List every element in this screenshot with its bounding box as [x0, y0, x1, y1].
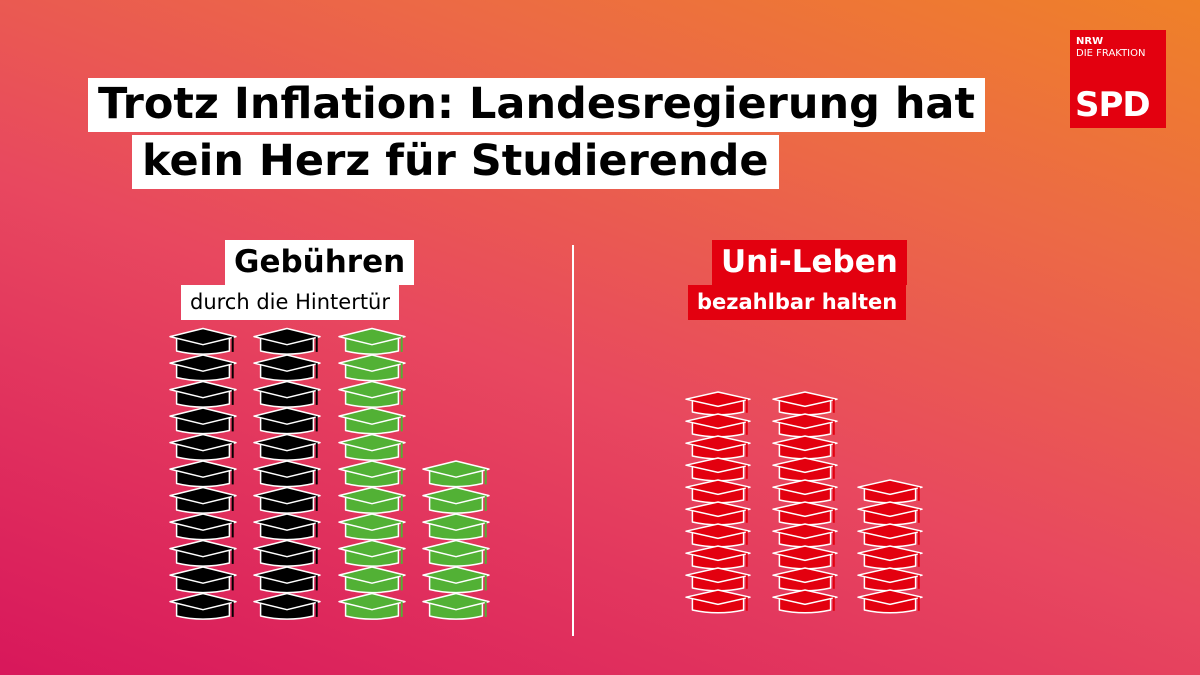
cap-board	[772, 589, 838, 606]
cap-board	[772, 435, 838, 452]
cap-board	[338, 460, 406, 478]
cap-board	[422, 539, 490, 558]
cap-board	[338, 380, 406, 399]
left-subheading: durch die Hintertür	[181, 285, 400, 320]
cap-board	[253, 354, 321, 372]
cap-board	[338, 407, 406, 425]
cap-board	[253, 433, 321, 452]
cap-board	[169, 486, 237, 505]
cap-board	[169, 407, 237, 425]
cap-board	[422, 566, 490, 584]
cap-board	[685, 435, 751, 452]
cap-board	[253, 327, 321, 346]
cap-board	[253, 513, 321, 531]
cap-board	[169, 539, 237, 558]
cap-board	[253, 407, 321, 425]
cap-board	[422, 460, 490, 478]
cap-board	[422, 513, 490, 531]
logo-brand: SPD	[1075, 85, 1151, 125]
cap-board	[169, 566, 237, 584]
cap-board	[169, 327, 237, 346]
cap-board	[772, 479, 838, 496]
cap-stack	[772, 391, 838, 614]
cap-board	[772, 567, 838, 584]
cap-board	[253, 380, 321, 399]
cap-board	[338, 592, 406, 611]
cap-board	[772, 501, 838, 518]
right-subheading: bezahlbar halten	[688, 285, 907, 320]
cap-board	[772, 523, 838, 540]
cap-stack	[253, 327, 321, 620]
cap-board	[338, 433, 406, 452]
cap-board	[338, 354, 406, 372]
cap-board	[169, 433, 237, 452]
cap-board	[169, 380, 237, 399]
cap-board	[772, 413, 838, 430]
cap-board	[253, 592, 321, 611]
cap-board	[685, 523, 751, 540]
cap-board	[772, 391, 838, 408]
cap-board	[857, 501, 923, 518]
cap-board	[338, 539, 406, 558]
cap-board	[857, 523, 923, 540]
left-heading: Gebühren	[225, 240, 415, 285]
cap-board	[253, 486, 321, 505]
logo-line: DIE FRAKTION	[1076, 48, 1146, 59]
cap-board	[253, 460, 321, 478]
cap-board	[772, 545, 838, 562]
cap-stack	[422, 460, 490, 620]
cap-board	[685, 545, 751, 562]
cap-board	[685, 457, 751, 474]
cap-board	[169, 460, 237, 478]
cap-board	[422, 592, 490, 611]
cap-board	[169, 592, 237, 611]
cap-board	[857, 567, 923, 584]
cap-board	[338, 486, 406, 505]
cap-board	[857, 479, 923, 496]
logo-line: NRW	[1076, 36, 1104, 47]
cap-stack	[857, 479, 923, 614]
cap-board	[685, 479, 751, 496]
title-line: Trotz Inflation: Landesregierung hat	[88, 78, 986, 132]
cap-stack	[169, 327, 237, 620]
cap-stack	[685, 391, 751, 614]
cap-board	[253, 566, 321, 584]
cap-board	[169, 513, 237, 531]
cap-board	[338, 566, 406, 584]
cap-board	[685, 391, 751, 408]
cap-board	[685, 413, 751, 430]
cap-board	[685, 567, 751, 584]
cap-board	[169, 354, 237, 372]
cap-board	[857, 545, 923, 562]
right-heading: Uni-Leben	[712, 240, 907, 285]
cap-board	[253, 539, 321, 558]
cap-board	[338, 513, 406, 531]
cap-board	[857, 589, 923, 606]
cap-board	[422, 486, 490, 505]
cap-board	[685, 589, 751, 606]
cap-board	[685, 501, 751, 518]
cap-stack	[338, 327, 406, 620]
title-line: kein Herz für Studierende	[132, 135, 779, 189]
logo: NRW DIE FRAKTION SPD	[1070, 30, 1166, 128]
cap-board	[772, 457, 838, 474]
cap-board	[338, 327, 406, 346]
